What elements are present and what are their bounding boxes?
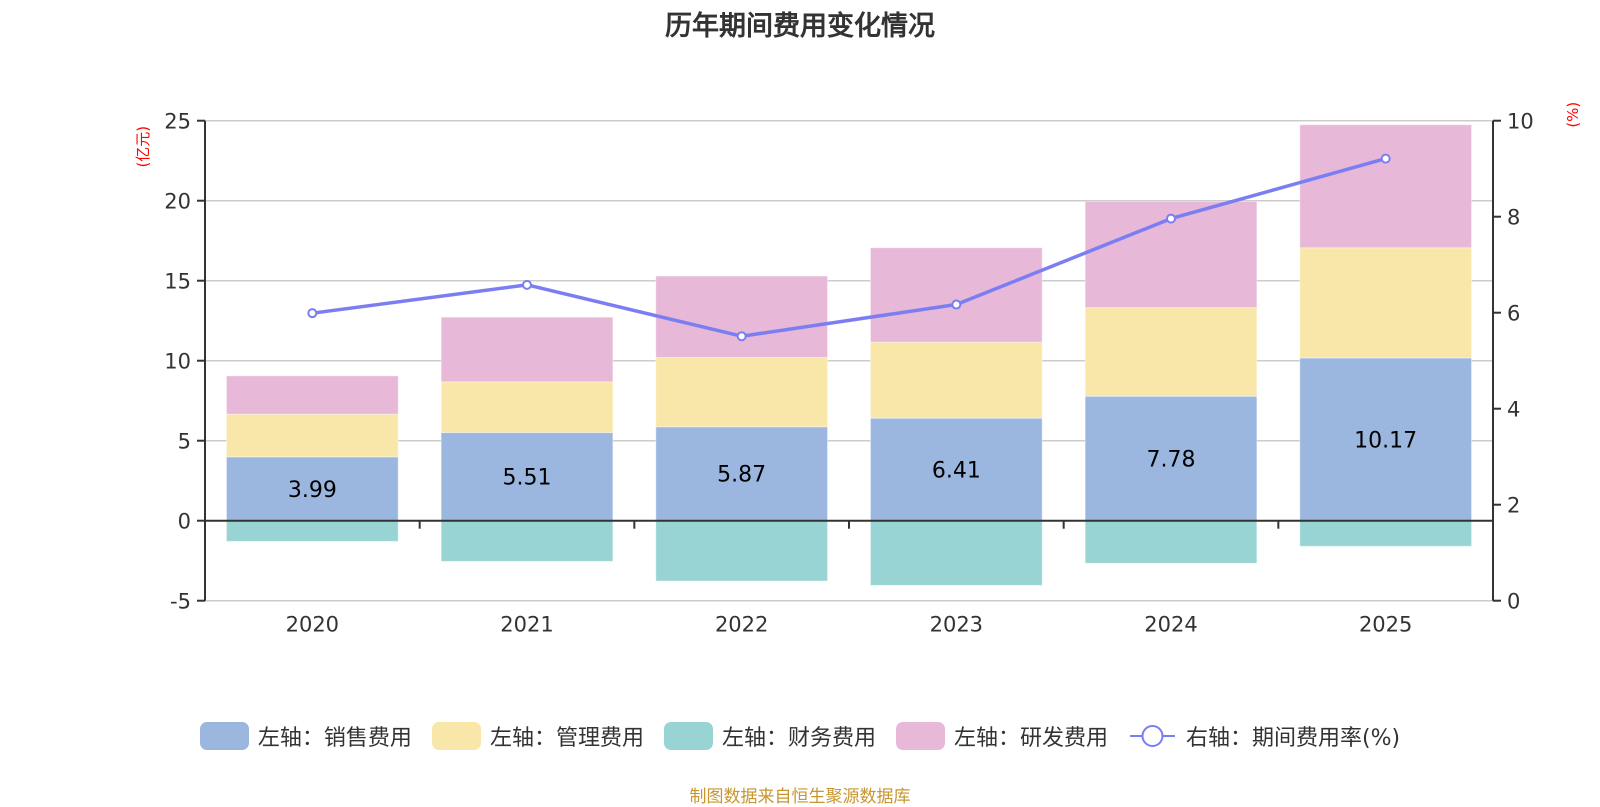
x-axis-tick-label: 2021: [500, 613, 553, 637]
grid-lines: [205, 119, 1493, 602]
bar-segment: [869, 341, 1043, 419]
bar-segment: [225, 520, 399, 542]
bar-segment: [225, 413, 399, 458]
legend-label: 左轴：财务费用: [721, 726, 876, 751]
bar-segment: [440, 520, 614, 562]
legend-item[interactable]: 右轴：期间费用率(%): [1128, 720, 1400, 752]
rate-point: [951, 299, 962, 310]
right-axis-tick-label: 6: [1507, 302, 1520, 326]
x-axis-tick-label: 2024: [1144, 613, 1197, 637]
legend-swatch: [663, 722, 713, 750]
legend-label: 左轴：销售费用: [257, 726, 412, 751]
legend-label: 左轴：研发费用: [953, 726, 1108, 751]
bar-segment: [1084, 520, 1258, 564]
right-axis-tick-label: 4: [1507, 398, 1520, 422]
bar-segment: [1299, 247, 1473, 359]
bar-segment: [1084, 395, 1258, 522]
left-axis-tick-label: 15: [164, 270, 191, 294]
bar-segment: [869, 520, 1043, 586]
left-axis-tick-label: -5: [170, 590, 191, 614]
bar-segment: [440, 381, 614, 434]
legend: 左轴：销售费用 左轴：管理费用 左轴：财务费用 左轴：研发费用 右轴：期间费用率(%): [0, 720, 1600, 752]
bar-segment: [655, 275, 829, 358]
rate-point: [522, 279, 532, 290]
right-axis-unit-label: (%): [1564, 102, 1582, 128]
rate-line-layer: [307, 153, 1391, 342]
bar-segment: [1084, 307, 1258, 397]
bar-value-label: 7.78: [1147, 447, 1196, 472]
x-axis-tick-label: 2020: [286, 613, 339, 637]
legend-item[interactable]: 左轴：研发费用: [895, 720, 1108, 752]
legend-line-marker-icon: [1129, 725, 1175, 747]
bar-value-label: 3.99: [288, 478, 337, 503]
right-axis-tick-label: 10: [1507, 110, 1534, 134]
rate-line: [312, 156, 1387, 338]
bar-layer: [225, 124, 1473, 586]
bar-segment: [1299, 357, 1473, 522]
bar-segment: [225, 375, 399, 415]
bar-segment: [1299, 520, 1473, 547]
legend-item[interactable]: 左轴：管理费用: [431, 720, 644, 752]
legend-label: 右轴：期间费用率(%): [1185, 726, 1401, 751]
rate-point: [1380, 153, 1391, 164]
right-axis-tick-label: 8: [1507, 206, 1520, 230]
right-axis-tick-label: 0: [1507, 590, 1520, 614]
legend-swatch: [895, 722, 945, 750]
left-axis-tick-label: 20: [164, 190, 191, 214]
right-axis-tick-label: 2: [1507, 494, 1520, 518]
bar-segment: [440, 316, 614, 383]
legend-item[interactable]: 左轴：销售费用: [199, 720, 412, 752]
x-axis-tick-label: 2022: [715, 613, 768, 637]
left-axis-tick-label: 5: [178, 430, 191, 454]
bar-segment: [869, 417, 1043, 522]
rate-point: [736, 331, 747, 342]
legend-swatch: [431, 722, 481, 750]
data-labels: 3.99 5.51 5.87 6.41 7.78 10.17: [288, 428, 1417, 502]
left-axis-unit-label: (亿元): [134, 126, 152, 168]
legend-swatch: [199, 722, 249, 750]
bar-value-label: 5.51: [503, 466, 552, 491]
bar-value-label: 6.41: [932, 458, 981, 483]
chart-title: 历年期间费用变化情况: [665, 11, 935, 42]
rate-point: [1166, 213, 1176, 224]
left-axis-tick-label: 25: [164, 110, 191, 134]
x-axis-tick-label: 2023: [930, 613, 983, 637]
bar-segment: [655, 357, 829, 428]
legend-item[interactable]: 左轴：财务费用: [663, 720, 876, 752]
bar-segment: [1299, 124, 1473, 249]
rate-point: [307, 308, 318, 319]
bar-value-label: 5.87: [717, 463, 766, 488]
bar-segment: [440, 432, 614, 522]
x-axis-tick-label: 2025: [1359, 613, 1412, 637]
bar-segment: [655, 520, 829, 582]
left-axis-tick-label: 10: [164, 350, 191, 374]
legend-label: 左轴：管理费用: [489, 726, 644, 751]
bar-value-label: 10.17: [1354, 428, 1417, 453]
bar-segment: [869, 247, 1043, 343]
source-note: 制图数据来自恒生聚源数据库: [689, 787, 911, 807]
left-axis-tick-label: 0: [178, 510, 191, 534]
